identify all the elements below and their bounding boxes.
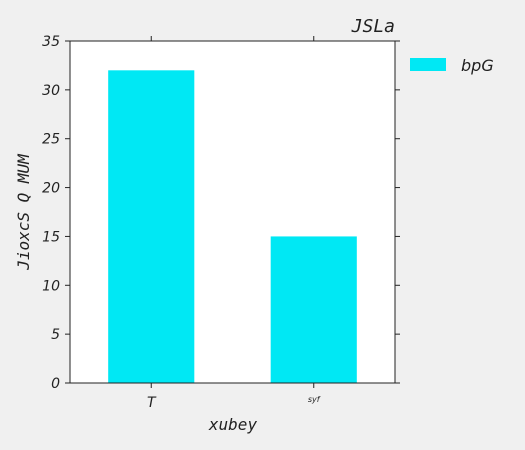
bar-syf xyxy=(270,236,357,383)
plot-frame xyxy=(69,40,396,384)
y-tick-label: 0 xyxy=(51,376,60,392)
x-tick-label: T xyxy=(147,395,157,411)
legend-swatch xyxy=(410,58,446,71)
bars-group xyxy=(108,70,357,384)
legend: bpG xyxy=(410,56,494,75)
chart-title: JSLa xyxy=(351,16,395,37)
y-axis-title: JioxcS Q MUM xyxy=(14,153,33,271)
legend-label: bpG xyxy=(461,56,494,75)
x-tick-label: syf xyxy=(308,395,321,404)
y-tick-label: 10 xyxy=(42,278,60,294)
y-tick-label: 30 xyxy=(42,83,60,99)
y-tick-label: 25 xyxy=(42,132,60,148)
y-tick-label: 15 xyxy=(42,229,60,245)
y-tick-label: 5 xyxy=(51,327,60,343)
y-tick-label: 20 xyxy=(42,181,60,197)
y-tick-label: 35 xyxy=(42,34,60,50)
bar-T xyxy=(108,70,195,384)
x-axis-title: xubey xyxy=(208,415,258,434)
